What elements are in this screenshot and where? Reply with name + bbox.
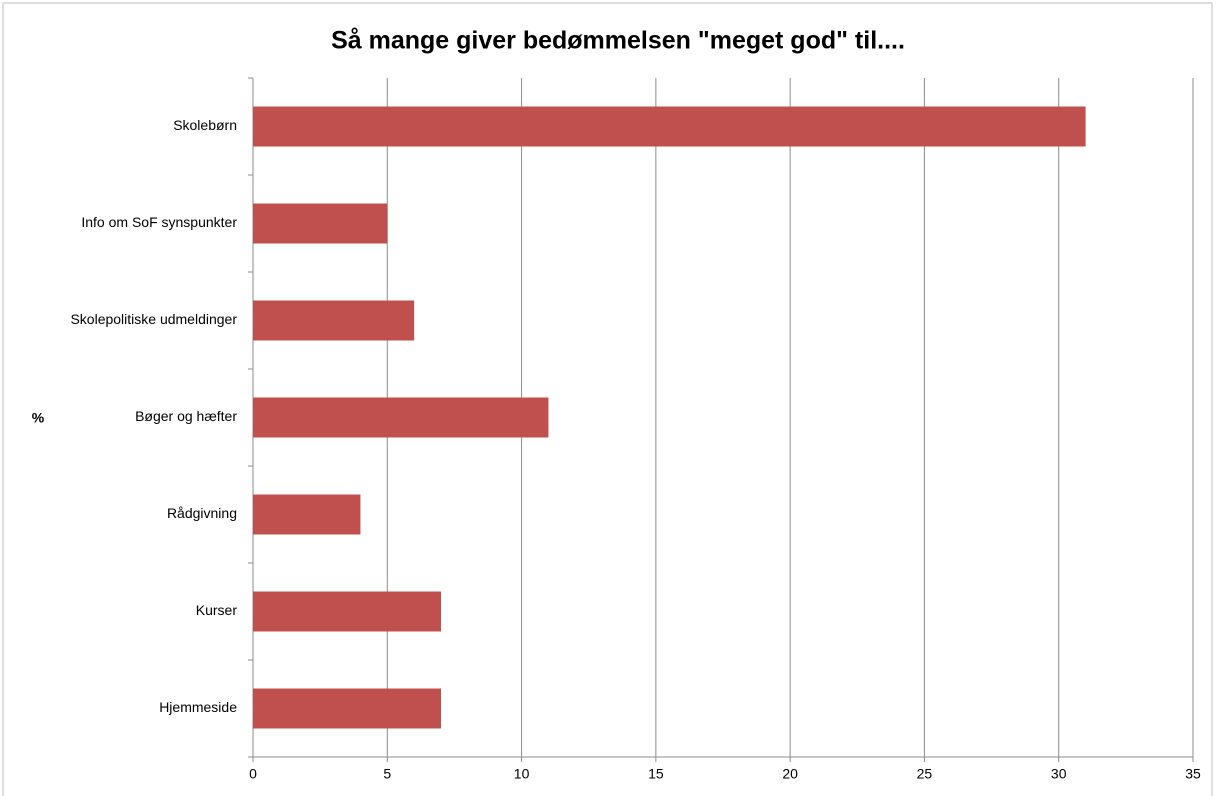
y-tick-label: Info om SoF synspunkter	[81, 214, 237, 230]
y-tick-label: Kurser	[196, 602, 238, 618]
bar	[253, 494, 361, 535]
x-tick-label: 15	[648, 766, 664, 782]
y-tick-label: Rådgivning	[167, 505, 237, 521]
x-tick-label: 20	[782, 766, 798, 782]
bar	[253, 300, 415, 341]
chart-title: Så mange giver bedømmelsen "meget god" t…	[331, 27, 905, 55]
bar	[253, 203, 388, 244]
bar	[253, 397, 549, 438]
x-tick-label: 0	[249, 766, 257, 782]
y-tick-label: Skolebørn	[173, 117, 237, 133]
x-tick-label: 5	[383, 766, 391, 782]
bar	[253, 688, 441, 729]
bar	[253, 591, 441, 632]
x-tick-label: 30	[1051, 766, 1067, 782]
y-tick-label: Skolepolitiske udmeldinger	[70, 311, 237, 327]
x-tick-label: 25	[917, 766, 933, 782]
y-axis-label: %	[32, 410, 45, 426]
x-tick-label: 10	[514, 766, 530, 782]
y-tick-label: Bøger og hæfter	[135, 408, 237, 424]
y-tick-label: Hjemmeside	[159, 699, 237, 715]
x-tick-label: 35	[1185, 766, 1201, 782]
bar	[253, 106, 1086, 147]
